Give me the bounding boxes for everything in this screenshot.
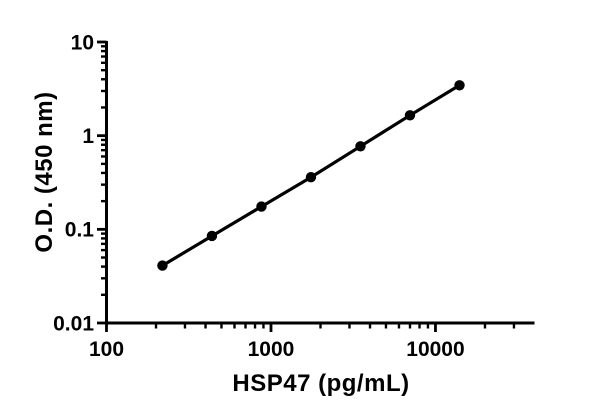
data-point (305, 172, 317, 183)
data-point (157, 260, 168, 271)
data-point (404, 110, 416, 121)
y-tick-label: 1 (82, 125, 94, 148)
y-axis-label: O.D. (450 nm) (31, 91, 58, 252)
x-tick-label: 10000 (406, 338, 464, 361)
data-series-group (157, 80, 465, 271)
x-axis-label: HSP47 (pg/mL) (232, 370, 409, 397)
y-tick-label: 10 (71, 31, 94, 54)
data-point (454, 80, 465, 91)
data-point (256, 201, 267, 212)
x-tick-label: 100 (89, 338, 124, 361)
y-tick-label: 0.01 (53, 312, 94, 335)
data-point (355, 141, 366, 152)
x-tick-label: 1000 (248, 338, 295, 361)
data-point (206, 230, 218, 242)
axes-group: 100 1000 10000 10 1 0.1 0.01 (53, 31, 535, 361)
y-tick-label: 0.1 (65, 219, 95, 242)
